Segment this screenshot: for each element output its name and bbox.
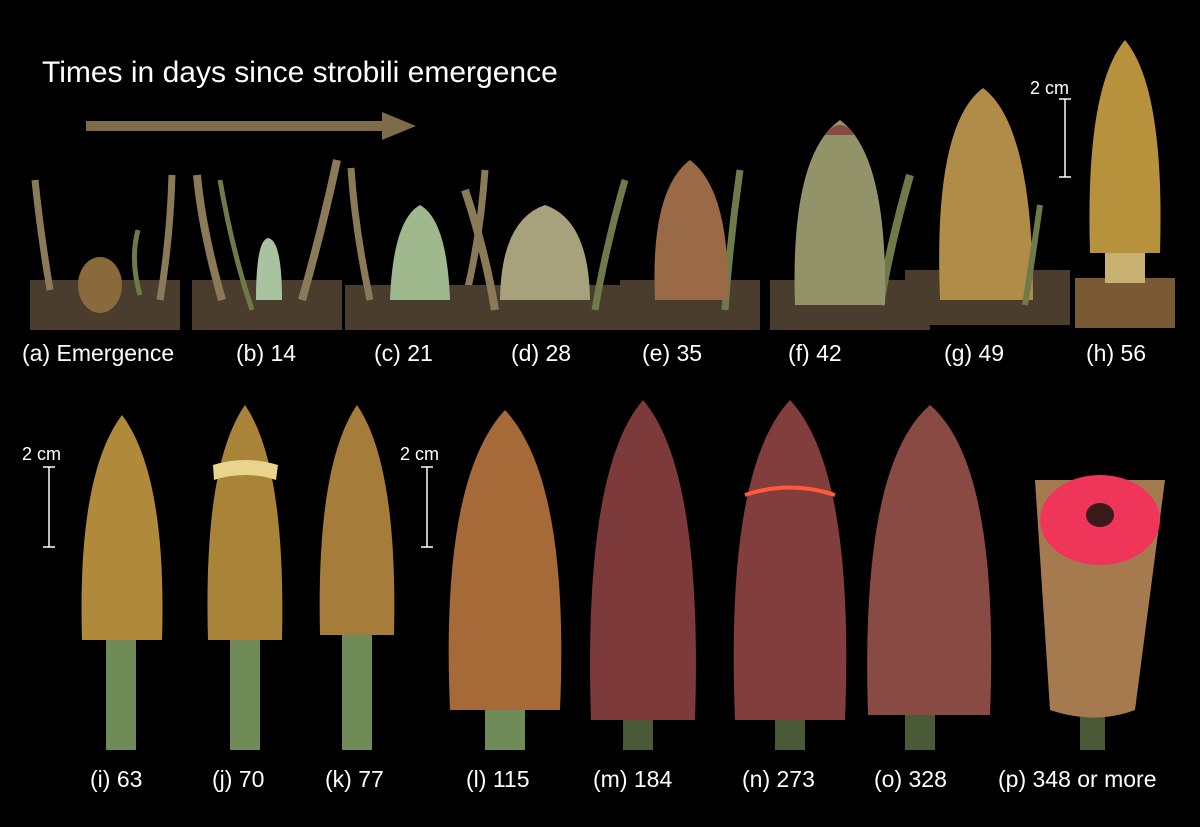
panel-label-h: (h) 56 xyxy=(1086,340,1147,366)
scale-bar-label: 2 cm xyxy=(22,444,62,464)
photo-panel-k xyxy=(319,405,395,750)
panel-label-o: (o) 328 xyxy=(874,766,947,792)
photo-panel-d xyxy=(455,179,645,330)
panel-label-m: (m) 184 xyxy=(593,766,673,792)
panel-label-c: (c) 21 xyxy=(374,340,433,366)
photo-panel-f xyxy=(770,120,930,330)
panel-label-l: (l) 115 xyxy=(466,766,530,792)
scale-bar-label: 2 cm xyxy=(1030,78,1070,98)
scale-bar xyxy=(1059,98,1071,178)
panel-label-f: (f) 42 xyxy=(788,340,842,366)
panel-label-a: (a) Emergence xyxy=(22,340,175,366)
photo-panel-e xyxy=(620,160,760,330)
photo-panel-l xyxy=(448,410,562,750)
photo-panel-m xyxy=(590,400,696,750)
panel-label-b: (b) 14 xyxy=(236,340,297,366)
figure-title: Times in days since strobili emergence xyxy=(42,56,558,89)
photo-panel-h xyxy=(1075,40,1175,328)
photo-panel-a xyxy=(30,174,180,330)
photo-panel-j xyxy=(207,405,283,750)
panel-label-d: (d) 28 xyxy=(511,340,572,366)
panel-label-e: (e) 35 xyxy=(642,340,703,366)
photo-panel-i xyxy=(81,415,163,750)
photo-panel-n xyxy=(733,400,847,750)
photo-panel-b xyxy=(192,159,342,330)
panel-label-i: (i) 63 xyxy=(90,766,143,792)
photo-panel-o xyxy=(867,405,992,750)
panel-label-g: (g) 49 xyxy=(944,340,1005,366)
panel-label-j: (j) 70 xyxy=(212,766,265,792)
photo-panel-p xyxy=(1035,475,1165,750)
panel-label-n: (n) 273 xyxy=(742,766,815,792)
scale-bar xyxy=(421,466,433,548)
scale-bar xyxy=(43,466,55,548)
scale-bar-label: 2 cm xyxy=(400,444,440,464)
photo-panel-g xyxy=(905,88,1070,325)
panel-label-k: (k) 77 xyxy=(325,766,384,792)
panel-label-p: (p) 348 or more xyxy=(998,766,1157,792)
arrow-right-icon xyxy=(86,112,416,140)
